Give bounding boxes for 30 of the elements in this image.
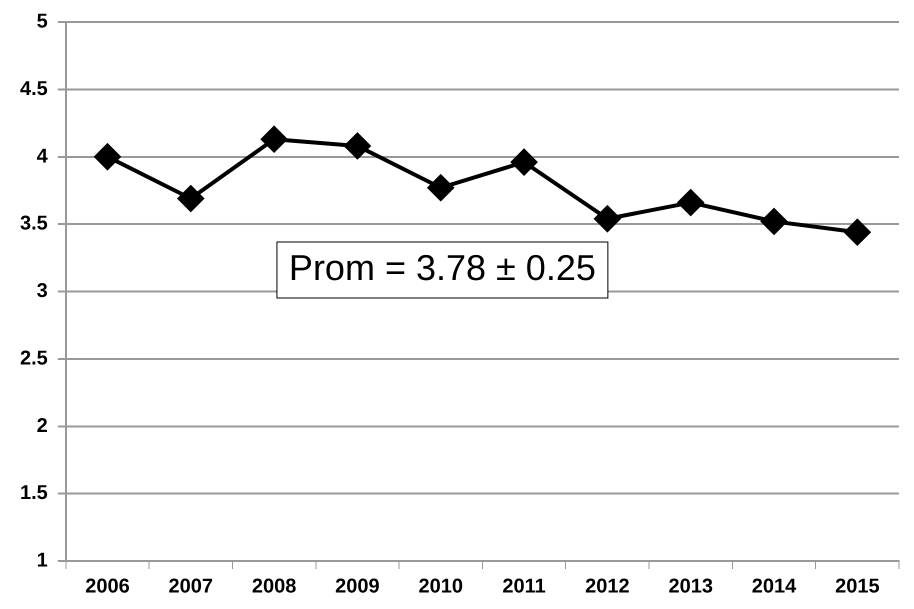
y-tick-label: 1.5 xyxy=(20,482,48,504)
y-tick-label: 1 xyxy=(36,550,48,572)
point xyxy=(761,208,788,234)
point xyxy=(594,206,620,232)
annotation: Prom = 3.78 ± 0.25 xyxy=(288,246,596,288)
x-tick-label: 2014 xyxy=(752,576,798,598)
x-tick-label: 2009 xyxy=(335,576,380,598)
point xyxy=(844,219,870,246)
x-tick-label: 2013 xyxy=(668,576,713,598)
x-tick-label: 2008 xyxy=(252,576,296,598)
y-tick-label: 5 xyxy=(36,10,48,33)
x-tick-label: 2012 xyxy=(585,576,630,598)
point xyxy=(511,149,538,176)
x-tick-label: 2007 xyxy=(168,576,214,598)
x-tick-label: 2015 xyxy=(835,576,880,598)
y-tick-label: 2 xyxy=(36,414,48,437)
point xyxy=(344,132,370,159)
y-tick-label: 2.5 xyxy=(20,347,48,370)
point xyxy=(94,144,120,170)
point xyxy=(428,174,454,201)
y-tick-label: 3 xyxy=(36,280,48,302)
point xyxy=(261,126,288,152)
point xyxy=(178,186,204,212)
x-tick-label: 2010 xyxy=(418,576,463,598)
y-tick-label: 3.5 xyxy=(20,212,48,235)
y-tick-label: 4 xyxy=(36,145,49,168)
y-tick-label: 4.5 xyxy=(20,78,48,100)
point xyxy=(678,190,704,216)
x-tick-label: 2006 xyxy=(85,576,130,598)
x-tick-label: 2011 xyxy=(502,576,546,598)
